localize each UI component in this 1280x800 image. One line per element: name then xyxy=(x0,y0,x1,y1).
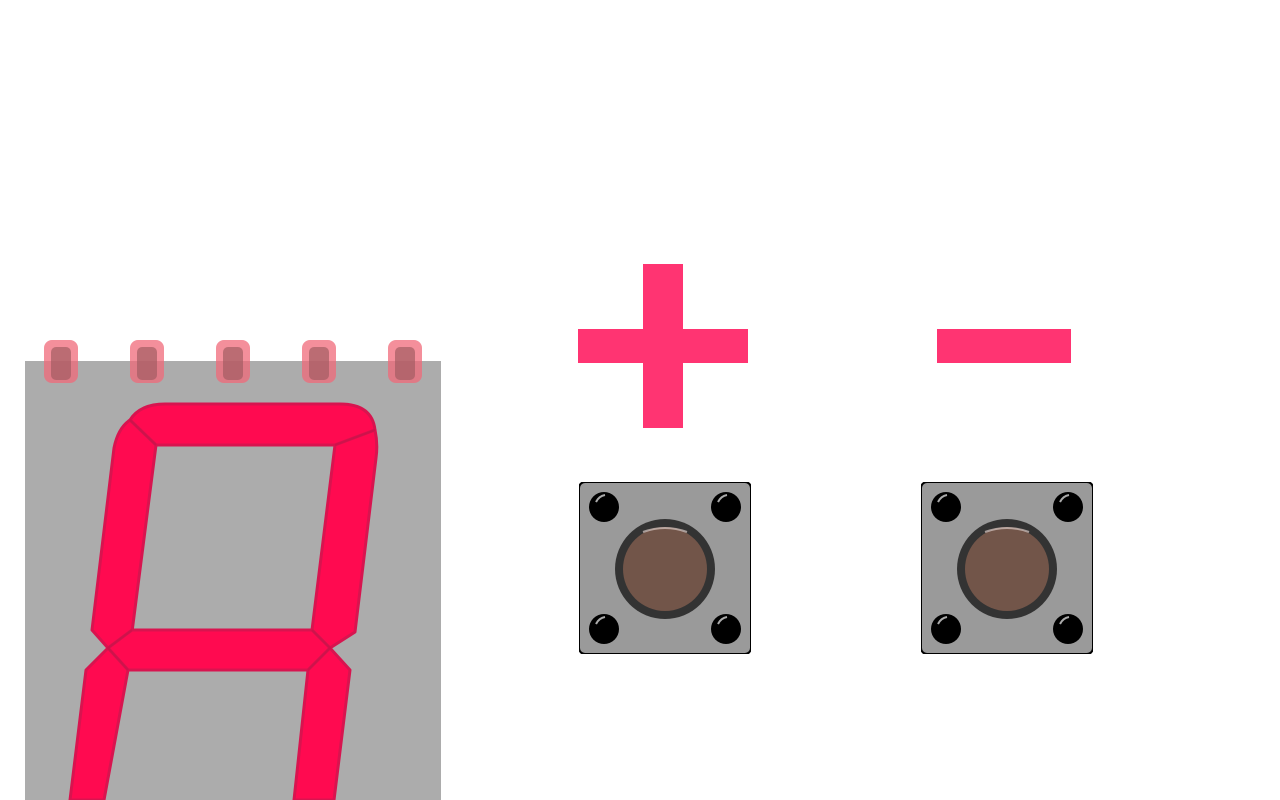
increment-button[interactable] xyxy=(579,482,751,654)
digit-segments xyxy=(68,402,379,800)
display-pin xyxy=(216,340,250,383)
minus-icon xyxy=(937,329,1071,363)
segment-g xyxy=(106,628,332,672)
display-pins xyxy=(44,340,422,383)
button-cap[interactable] xyxy=(623,527,707,611)
display-pin xyxy=(388,340,422,383)
decrement-button[interactable] xyxy=(921,482,1093,654)
button-pins xyxy=(931,492,1083,644)
display-pin xyxy=(302,340,336,383)
segment-a xyxy=(128,402,377,447)
plus-icon xyxy=(578,264,748,428)
button-cap[interactable] xyxy=(965,527,1049,611)
button-pins xyxy=(589,492,741,644)
display-pin xyxy=(130,340,164,383)
display-pin xyxy=(44,340,78,383)
